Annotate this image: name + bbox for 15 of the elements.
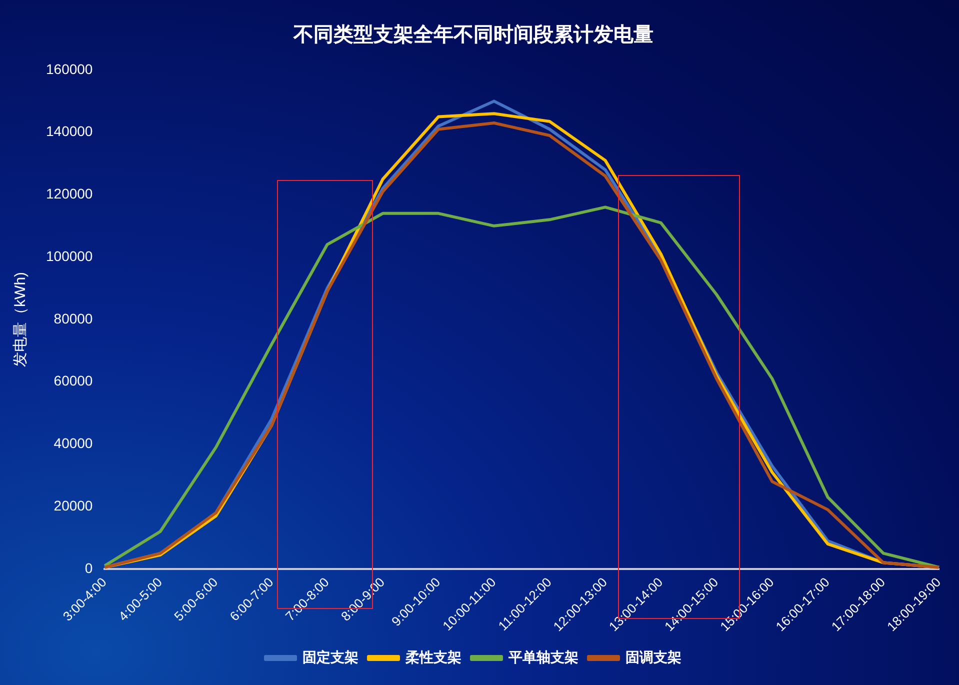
y-tick-label: 120000 xyxy=(46,186,93,202)
legend-label: 平单轴支架 xyxy=(508,648,578,665)
chart-title: 不同类型支架全年不同时间段累计发电量 xyxy=(292,22,654,46)
y-tick-label: 80000 xyxy=(54,310,93,326)
legend-label: 固调支架 xyxy=(626,648,682,665)
y-tick-label: 160000 xyxy=(46,60,93,77)
y-tick-label: 40000 xyxy=(54,435,93,452)
legend-label: 固定支架 xyxy=(302,648,358,665)
y-tick-label: 20000 xyxy=(54,497,93,514)
y-tick-label: 140000 xyxy=(46,123,93,140)
legend-label: 柔性支架 xyxy=(404,648,462,665)
y-tick-label: 60000 xyxy=(54,372,93,389)
y-tick-label: 100000 xyxy=(46,248,93,264)
y-axis-title: 发电量（kWh) xyxy=(12,272,30,367)
y-tick-label: 0 xyxy=(84,560,93,576)
